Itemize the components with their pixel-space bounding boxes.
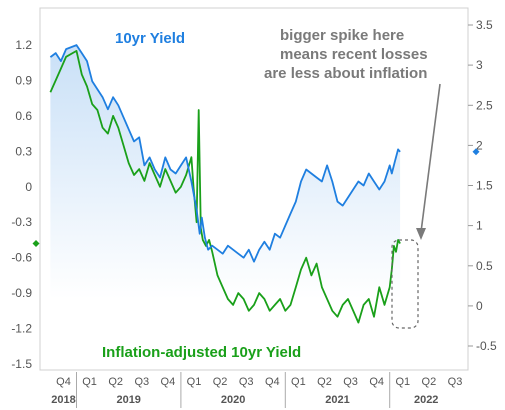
x-quarter-label: Q2 (213, 376, 228, 388)
green-current-marker (32, 239, 40, 247)
blue-current-marker (472, 148, 480, 156)
x-quarter-label: Q1 (82, 376, 97, 388)
series-line-10yr-yield (49, 44, 401, 263)
left-tick-label: -0.9 (11, 286, 32, 300)
x-quarter-label: Q3 (239, 376, 254, 388)
x-year-label: 2020 (221, 394, 245, 406)
right-tick-label: 3.5 (476, 18, 493, 32)
x-quarter-label: Q4 (56, 376, 71, 388)
right-tick-label: 1 (476, 219, 483, 233)
spike-highlight-box (391, 239, 419, 329)
left-tick-label: 0 (25, 180, 32, 194)
right-tick-label: 2.5 (476, 98, 493, 112)
left-tick-label: 0.9 (15, 73, 32, 87)
plot-frame (39, 7, 469, 371)
x-quarter-label: Q3 (343, 376, 358, 388)
x-year-label: 2018 (51, 394, 75, 406)
x-quarter-label: Q2 (108, 376, 123, 388)
x-quarter-label: Q1 (187, 376, 202, 388)
x-quarter-label: Q4 (161, 376, 176, 388)
left-tick-label: -1.2 (11, 322, 32, 336)
blue-series-label: 10yr Yield (115, 30, 185, 47)
x-quarter-label: Q2 (317, 376, 332, 388)
annotation-line-3: are less about inflation (264, 65, 427, 82)
x-year-label: 2021 (325, 394, 349, 406)
left-tick-label: 0.6 (15, 109, 32, 123)
x-quarter-label: Q3 (134, 376, 149, 388)
right-tick-label: -0.5 (476, 339, 497, 353)
annotation-line-2: means recent losses (280, 46, 428, 63)
series-lines (49, 44, 401, 324)
x-year-label: 2022 (414, 394, 438, 406)
left-tick-label: 1.2 (15, 38, 32, 52)
left-axis-ticks: 1.2 0.9 0.6 0.3 0 -0.3 -0.6 -0.9 -1.2 -1.5 (11, 38, 32, 371)
x-year-label: 2019 (116, 394, 140, 406)
x-quarter-label: Q1 (395, 376, 410, 388)
x-quarter-label: Q3 (448, 376, 463, 388)
x-quarter-label: Q4 (265, 376, 280, 388)
left-tick-label: -1.5 (11, 357, 32, 371)
right-tick-label: 1.5 (476, 179, 493, 193)
right-tick-label: 3 (476, 58, 483, 72)
blue-area (50, 45, 401, 299)
series-line-inflation-adjusted-10yr-yield (49, 50, 401, 324)
blue-area-fill (50, 45, 401, 299)
axis-markers (32, 148, 480, 247)
x-quarter-label: Q4 (369, 376, 384, 388)
right-tick-label: 2 (476, 138, 483, 152)
x-quarter-label: Q2 (422, 376, 437, 388)
right-tick-label: 0 (476, 299, 483, 313)
x-axis: Q4 Q1 Q2 Q3 Q4 Q1 Q2 Q3 Q4 Q1 Q2 Q3 Q4 Q1 Q2 Q3 2018 2019… (51, 372, 462, 408)
annotation-arrow-head (416, 228, 426, 240)
right-axis-ticks: 3.5 3 2.5 2 1.5 1 0.5 0 -0.5 (468, 18, 497, 353)
green-series-label: Inflation-adjusted 10yr Yield (102, 344, 301, 361)
x-quarter-label: Q1 (291, 376, 306, 388)
annotation-line-1: bigger spike here (280, 27, 404, 44)
left-tick-label: -0.6 (11, 251, 32, 265)
left-tick-label: -0.3 (11, 215, 32, 229)
left-tick-label: 0.3 (15, 144, 32, 158)
right-tick-label: 0.5 (476, 259, 493, 273)
annotation-arrow-shaft (420, 83, 441, 233)
